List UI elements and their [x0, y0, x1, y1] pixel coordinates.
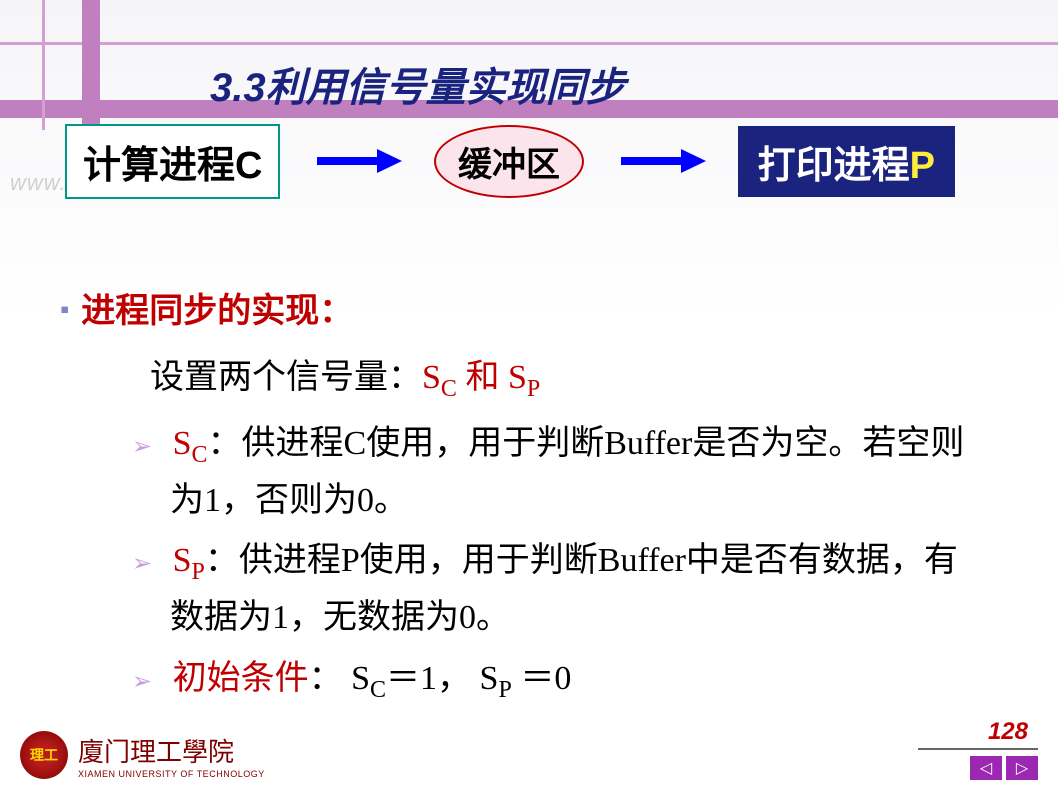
set-text: 设置两个信号量： [150, 359, 422, 396]
print-prefix: 打印进程 [758, 145, 910, 187]
sc-description: SC：供进程C使用，用于判断Buffer是否为空。若空则为1，否则为0。 [110, 417, 980, 529]
sc-text: ：供进程C使用，用于判断Buffer是否为空。若空则为1，否则为0。 [170, 425, 964, 519]
process-diagram: 计算进程C 缓冲区 打印进程P [65, 126, 955, 196]
print-process-box: 打印进程P [738, 126, 955, 197]
sp-description: SP：供进程P使用，用于判断Buffer中是否有数据，有数据为1，无数据为0。 [110, 534, 980, 646]
and-text: 和 [457, 359, 508, 396]
nav-buttons: ◁ ▷ [970, 756, 1038, 780]
print-letter: P [910, 145, 935, 187]
sc-sym: SC [422, 359, 457, 396]
logo-text: 廈门理工學院 XIAMEN UNIVERSITY OF TECHNOLOGY [78, 732, 265, 779]
slide-footer: 理工 廈门理工學院 XIAMEN UNIVERSITY OF TECHNOLOG… [0, 724, 1058, 784]
set-semaphore-line: 设置两个信号量：SC 和 SP [150, 351, 980, 408]
compute-process-box: 计算进程C [65, 124, 280, 199]
sp-text: ：供进程P使用，用于判断Buffer中是否有数据，有数据为1，无数据为0。 [170, 542, 958, 636]
footer-line [918, 748, 1038, 750]
sc-label: SC [173, 425, 208, 462]
init-end: ＝0 [512, 660, 572, 697]
slide-title: 3.3利用信号量实现同步 [210, 55, 626, 113]
init-sp: ＝1， SP [386, 660, 512, 697]
buffer-ellipse: 缓冲区 [434, 125, 584, 198]
content-heading: 进程同步的实现： [60, 285, 980, 339]
logo-badge: 理工 [20, 731, 68, 779]
sp-sym: SP [508, 359, 540, 396]
deco-vline-thick [82, 0, 100, 130]
prev-button[interactable]: ◁ [970, 756, 1002, 780]
page-number: 128 [988, 718, 1028, 746]
init-condition: 初始条件： SC＝1， SP ＝0 [110, 652, 980, 709]
deco-vline-thin [42, 0, 45, 130]
arrow-1 [280, 146, 434, 176]
logo-chinese: 廈门理工學院 [78, 732, 265, 769]
logo-english: XIAMEN UNIVERSITY OF TECHNOLOGY [78, 769, 265, 779]
init-label: 初始条件 [173, 660, 309, 697]
university-logo: 理工 廈门理工學院 XIAMEN UNIVERSITY OF TECHNOLOG… [20, 731, 265, 779]
content-area: 进程同步的实现： 设置两个信号量：SC 和 SP SC：供进程C使用，用于判断B… [60, 285, 980, 715]
init-sc: ： SC [309, 660, 386, 697]
deco-hline-thin [0, 42, 1058, 45]
next-button[interactable]: ▷ [1006, 756, 1038, 780]
sp-label: SP [173, 542, 205, 579]
arrow-2 [584, 146, 738, 176]
